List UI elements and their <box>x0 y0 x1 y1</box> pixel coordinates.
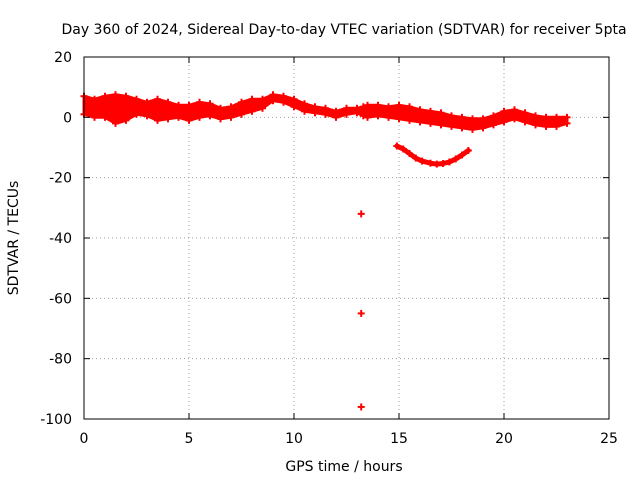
y-tick-label: -100 <box>40 412 72 428</box>
y-tick-label: -80 <box>49 352 72 368</box>
y-tick-label: -40 <box>49 231 72 247</box>
x-tick-label: 25 <box>600 431 618 447</box>
secondary-arc-line <box>394 143 471 167</box>
x-tick-label: 20 <box>495 431 513 447</box>
y-tick-label: -20 <box>49 171 72 187</box>
x-tick-label: 0 <box>80 431 89 447</box>
y-axis-label: SDTVAR / TECUs <box>6 181 22 296</box>
x-tick-label: 5 <box>185 431 194 447</box>
y-tick-label: 0 <box>63 110 72 126</box>
x-tick-label: 15 <box>390 431 408 447</box>
data-series <box>80 91 571 411</box>
axis-ticks: 0 5 10 15 20 25 -100 -80 -60 -40 -20 0 20 <box>40 50 618 447</box>
x-tick-label: 10 <box>285 431 303 447</box>
x-axis-label: GPS time / hours <box>285 459 402 475</box>
y-tick-label: 20 <box>54 50 72 66</box>
chart-title: Day 360 of 2024, Sidereal Day-to-day VTE… <box>61 22 626 38</box>
y-tick-label: -60 <box>49 291 72 307</box>
